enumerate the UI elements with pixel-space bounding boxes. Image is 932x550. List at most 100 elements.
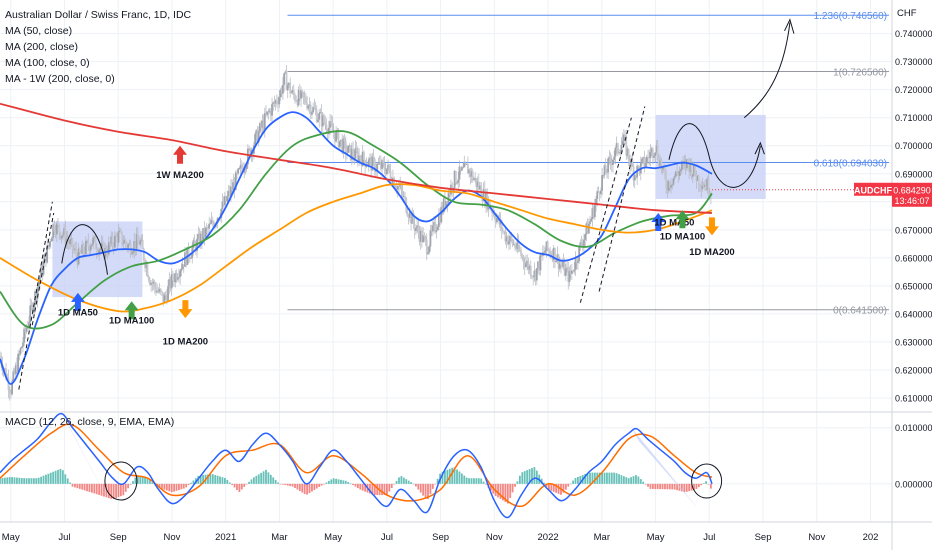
candle-body: [52, 224, 55, 238]
candle-body: [367, 159, 370, 166]
candle-body: [648, 157, 651, 159]
histogram-bar: [473, 478, 475, 484]
candle-body: [68, 241, 70, 245]
candle-body: [575, 257, 578, 263]
candle-body: [220, 209, 223, 219]
candle-body: [192, 240, 195, 249]
candle-body: [135, 234, 138, 249]
candle-body: [359, 155, 362, 160]
candle-body: [226, 196, 229, 202]
candle-body: [243, 169, 246, 173]
candle-body: [202, 228, 205, 242]
candle-body: [496, 218, 498, 223]
histogram-bar: [521, 472, 524, 484]
price-tick-label: 0.660000: [895, 253, 932, 263]
histogram-bar: [265, 469, 267, 484]
histogram-bar: [402, 477, 405, 484]
candle-body: [274, 100, 277, 104]
price-tick-label: 0.730000: [895, 57, 932, 67]
histogram-bar: [279, 483, 282, 485]
price-tick-label: 0.740000: [895, 29, 932, 39]
histogram-bar: [226, 479, 229, 484]
histogram-bar: [3, 477, 6, 484]
histogram-bar: [586, 472, 589, 484]
histogram-bar: [257, 474, 260, 484]
candle-body: [620, 145, 623, 153]
histogram-bar: [385, 483, 388, 496]
histogram-bar: [313, 483, 316, 491]
candle-body: [580, 242, 583, 246]
trend-channel-dashed: [31, 212, 55, 326]
candle-body: [46, 245, 49, 263]
macd-tick-label: 0.000000: [895, 479, 932, 489]
candle-body: [481, 197, 484, 201]
time-tick-label: Mar: [271, 532, 287, 543]
line-ma100: [0, 130, 713, 330]
candle-body: [479, 185, 481, 190]
symbol-title[interactable]: Australian Dollar / Swiss Franc, 1D, IDC: [5, 9, 192, 21]
candle-body: [112, 245, 115, 248]
histogram-bar: [272, 477, 275, 484]
candle-body: [19, 348, 22, 354]
histogram-bar: [134, 477, 137, 484]
candle-body: [466, 164, 469, 174]
histogram-bar: [531, 468, 533, 484]
candle-body: [552, 247, 555, 261]
histogram-bar: [533, 467, 536, 484]
histogram-bar: [666, 483, 669, 490]
candle-body: [327, 127, 330, 135]
candle-body: [693, 164, 695, 175]
histogram-bar: [444, 470, 446, 484]
candle-body: [537, 261, 539, 269]
histogram-bar: [356, 483, 359, 489]
legend-ma200[interactable]: MA (200, close): [5, 41, 78, 53]
candle-body: [64, 228, 67, 244]
candle-body: [75, 248, 78, 256]
histogram-bar: [342, 480, 345, 484]
candle-body: [25, 328, 28, 332]
candle-body: [402, 195, 405, 197]
annotation-label: 1D MA200: [689, 247, 734, 258]
candle-body: [639, 161, 642, 174]
candle-body: [115, 235, 117, 237]
candle-body: [260, 123, 263, 128]
legend-ma50[interactable]: MA (50, close): [5, 25, 73, 37]
arrow-up-icon: [675, 210, 690, 229]
candle-body: [511, 239, 514, 245]
candle-body: [419, 230, 422, 243]
time-tick-label: Jul: [381, 532, 393, 543]
candle-body: [307, 105, 310, 109]
candle-body: [277, 103, 279, 105]
candle-body: [185, 252, 188, 265]
macd-legend[interactable]: MACD (12, 26, close, 9, EMA, EMA): [5, 416, 175, 428]
candle-body: [589, 221, 591, 224]
histogram-bar: [98, 483, 101, 495]
legend-ma100[interactable]: MA (100, close, 0): [5, 57, 90, 69]
histogram-bar: [163, 483, 166, 490]
histogram-bar: [543, 482, 545, 484]
candle-body: [303, 96, 306, 98]
candle-body: [304, 97, 307, 104]
candle-body: [621, 140, 624, 146]
candle-body: [527, 260, 530, 270]
candle-body: [655, 145, 658, 153]
candle-body: [329, 121, 331, 128]
candle-body: [413, 223, 416, 231]
histogram-bar: [639, 479, 642, 484]
histogram-bar: [23, 478, 26, 484]
histogram-bar: [523, 471, 526, 484]
candle-body: [237, 168, 240, 174]
histogram-bar: [216, 475, 219, 484]
candle-body: [337, 130, 340, 147]
candle-body: [458, 166, 461, 180]
histogram-bar: [647, 483, 649, 487]
candle-body: [152, 281, 155, 284]
legend-ma-1w-200[interactable]: MA - 1W (200, close, 0): [5, 73, 115, 85]
histogram-bar: [228, 482, 231, 484]
histogram-bar: [86, 483, 88, 492]
candle-body: [109, 242, 111, 245]
candle-body: [653, 155, 655, 158]
histogram-bar: [192, 480, 195, 484]
candle-body: [442, 198, 445, 213]
